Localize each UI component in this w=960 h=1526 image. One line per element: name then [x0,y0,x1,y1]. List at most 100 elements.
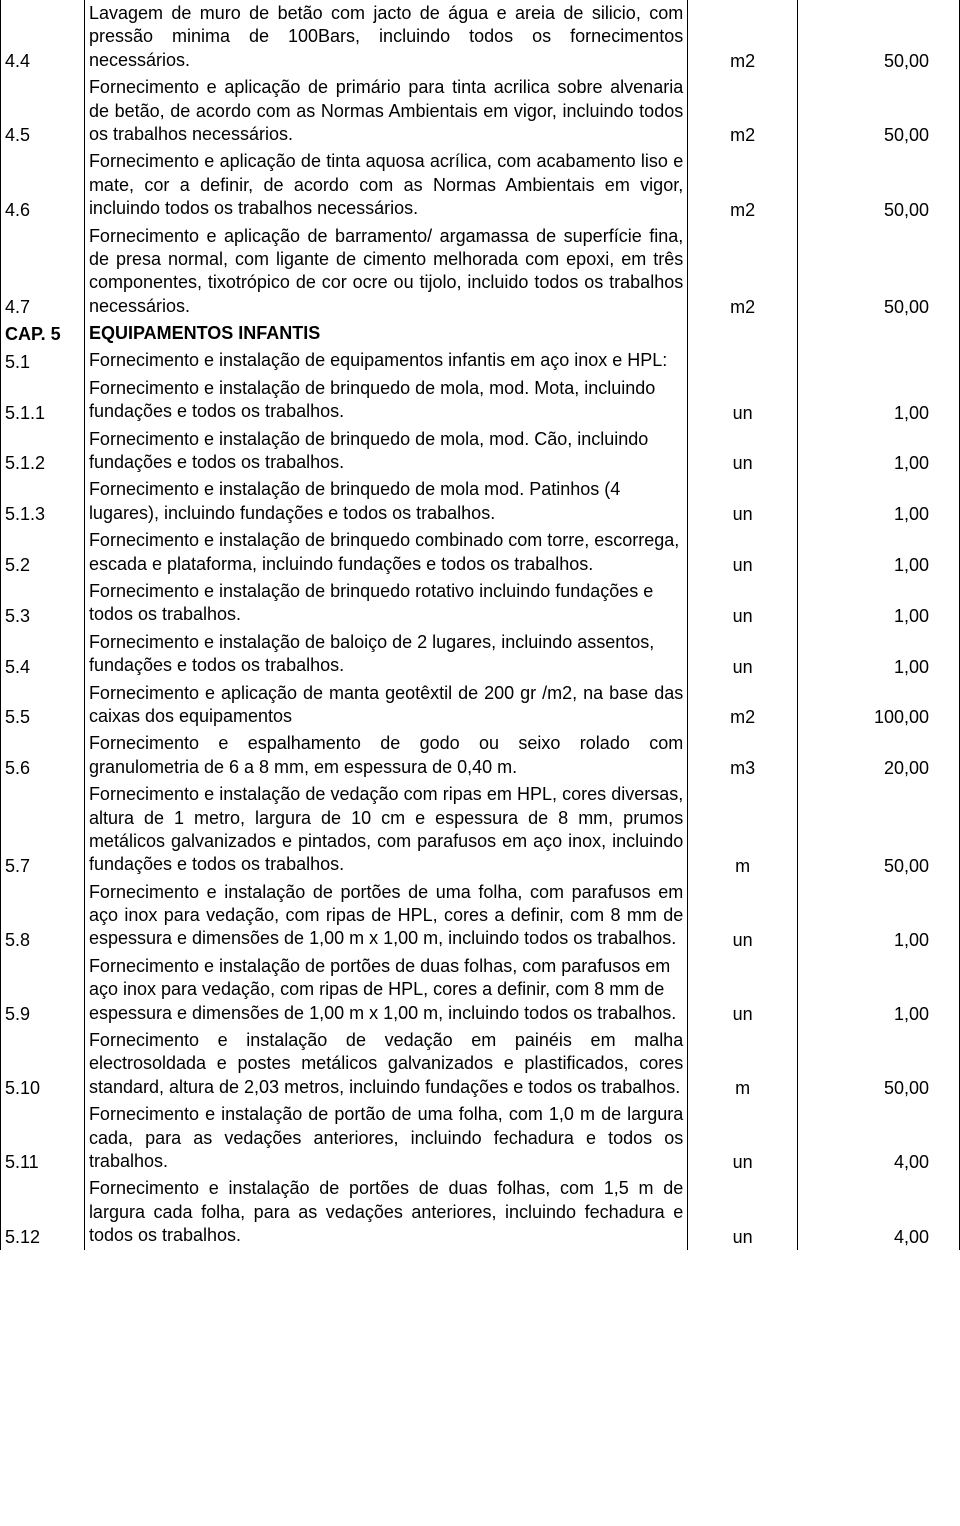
code-cell: 5.7 [1,781,85,879]
desc-cell: Fornecimento e instalação de portão de u… [84,1101,687,1175]
code-cell: 5.4 [1,629,85,680]
unit-cell: un [688,953,798,1027]
qty-cell: 1,00 [798,426,960,477]
table-row: 5.3Fornecimento e instalação de brinqued… [1,578,960,629]
code-cell: 5.2 [1,527,85,578]
unit-cell: un [688,578,798,629]
desc-cell: Lavagem de muro de betão com jacto de ág… [84,0,687,74]
table-row: 5.1.1Fornecimento e instalação de brinqu… [1,375,960,426]
table-row: 5.11Fornecimento e instalação de portão … [1,1101,960,1175]
code-cell: 5.9 [1,953,85,1027]
desc-cell: Fornecimento e instalação de vedação com… [84,781,687,879]
qty-cell: 4,00 [798,1175,960,1249]
table-row: 5.1.2Fornecimento e instalação de brinqu… [1,426,960,477]
code-cell: 5.1.3 [1,476,85,527]
table-row: 5.12Fornecimento e instalação de portões… [1,1175,960,1249]
unit-cell: m [688,781,798,879]
code-cell: 5.11 [1,1101,85,1175]
table-row: 5.2Fornecimento e instalação de brinqued… [1,527,960,578]
desc-cell: Fornecimento e instalação de brinquedo c… [84,527,687,578]
unit-cell: un [688,1101,798,1175]
unit-cell [688,320,798,347]
code-cell: CAP. 5 [1,320,85,347]
qty-cell: 4,00 [798,1101,960,1175]
unit-cell: m2 [688,0,798,74]
desc-cell: Fornecimento e instalação de brinquedo d… [84,426,687,477]
desc-cell: Fornecimento e aplicação de tinta aquosa… [84,148,687,222]
qty-cell: 1,00 [798,879,960,953]
unit-cell: un [688,426,798,477]
qty-cell: 1,00 [798,476,960,527]
code-cell: 5.8 [1,879,85,953]
qty-cell: 1,00 [798,375,960,426]
unit-cell: un [688,629,798,680]
table-row: 4.5Fornecimento e aplicação de primário … [1,74,960,148]
code-cell: 5.1.2 [1,426,85,477]
table-row: 5.4Fornecimento e instalação de baloiço … [1,629,960,680]
qty-cell: 50,00 [798,223,960,321]
qty-cell: 1,00 [798,953,960,1027]
desc-cell: EQUIPAMENTOS INFANTIS [84,320,687,347]
unit-cell: m2 [688,223,798,321]
table-row: 4.4Lavagem de muro de betão com jacto de… [1,0,960,74]
qty-cell: 50,00 [798,148,960,222]
code-cell: 5.5 [1,680,85,731]
table-row: 4.6Fornecimento e aplicação de tinta aqu… [1,148,960,222]
unit-cell: un [688,375,798,426]
qty-cell: 1,00 [798,629,960,680]
qty-cell: 1,00 [798,578,960,629]
table-row: 5.1Fornecimento e instalação de equipame… [1,347,960,374]
code-cell: 4.6 [1,148,85,222]
qty-cell: 20,00 [798,730,960,781]
code-cell: 5.10 [1,1027,85,1101]
code-cell: 5.3 [1,578,85,629]
table-row: 5.10Fornecimento e instalação de vedação… [1,1027,960,1101]
qty-cell: 50,00 [798,0,960,74]
table-row: 5.9Fornecimento e instalação de portões … [1,953,960,1027]
qty-cell [798,347,960,374]
table-row: 5.7Fornecimento e instalação de vedação … [1,781,960,879]
qty-cell [798,320,960,347]
table-row: CAP. 5EQUIPAMENTOS INFANTIS [1,320,960,347]
desc-cell: Fornecimento e instalação de portões de … [84,879,687,953]
desc-cell: Fornecimento e instalação de brinquedo r… [84,578,687,629]
code-cell: 5.1 [1,347,85,374]
desc-cell: Fornecimento e aplicação de primário par… [84,74,687,148]
qty-cell: 1,00 [798,527,960,578]
qty-cell: 50,00 [798,1027,960,1101]
spec-table: 4.4Lavagem de muro de betão com jacto de… [0,0,960,1250]
code-cell: 5.12 [1,1175,85,1249]
unit-cell: un [688,1175,798,1249]
code-cell: 4.4 [1,0,85,74]
code-cell: 4.7 [1,223,85,321]
unit-cell [688,347,798,374]
unit-cell: un [688,476,798,527]
desc-cell: Fornecimento e aplicação de manta geotêx… [84,680,687,731]
desc-cell: Fornecimento e instalação de vedação em … [84,1027,687,1101]
qty-cell: 50,00 [798,781,960,879]
qty-cell: 50,00 [798,74,960,148]
unit-cell: m2 [688,148,798,222]
unit-cell: m2 [688,680,798,731]
unit-cell: un [688,879,798,953]
desc-cell: Fornecimento e instalação de portões de … [84,953,687,1027]
qty-cell: 100,00 [798,680,960,731]
desc-cell: Fornecimento e instalação de brinquedo d… [84,476,687,527]
table-row: 5.6Fornecimento e espalhamento de godo o… [1,730,960,781]
code-cell: 5.1.1 [1,375,85,426]
desc-cell: Fornecimento e instalação de baloiço de … [84,629,687,680]
desc-cell: Fornecimento e instalação de portões de … [84,1175,687,1249]
desc-cell: Fornecimento e instalação de brinquedo d… [84,375,687,426]
unit-cell: m2 [688,74,798,148]
unit-cell: m3 [688,730,798,781]
code-cell: 4.5 [1,74,85,148]
table-row: 4.7Fornecimento e aplicação de barrament… [1,223,960,321]
unit-cell: un [688,527,798,578]
table-row: 5.8Fornecimento e instalação de portões … [1,879,960,953]
unit-cell: m [688,1027,798,1101]
desc-cell: Fornecimento e aplicação de barramento/ … [84,223,687,321]
code-cell: 5.6 [1,730,85,781]
table-row: 5.1.3Fornecimento e instalação de brinqu… [1,476,960,527]
table-row: 5.5Fornecimento e aplicação de manta geo… [1,680,960,731]
desc-cell: Fornecimento e espalhamento de godo ou s… [84,730,687,781]
